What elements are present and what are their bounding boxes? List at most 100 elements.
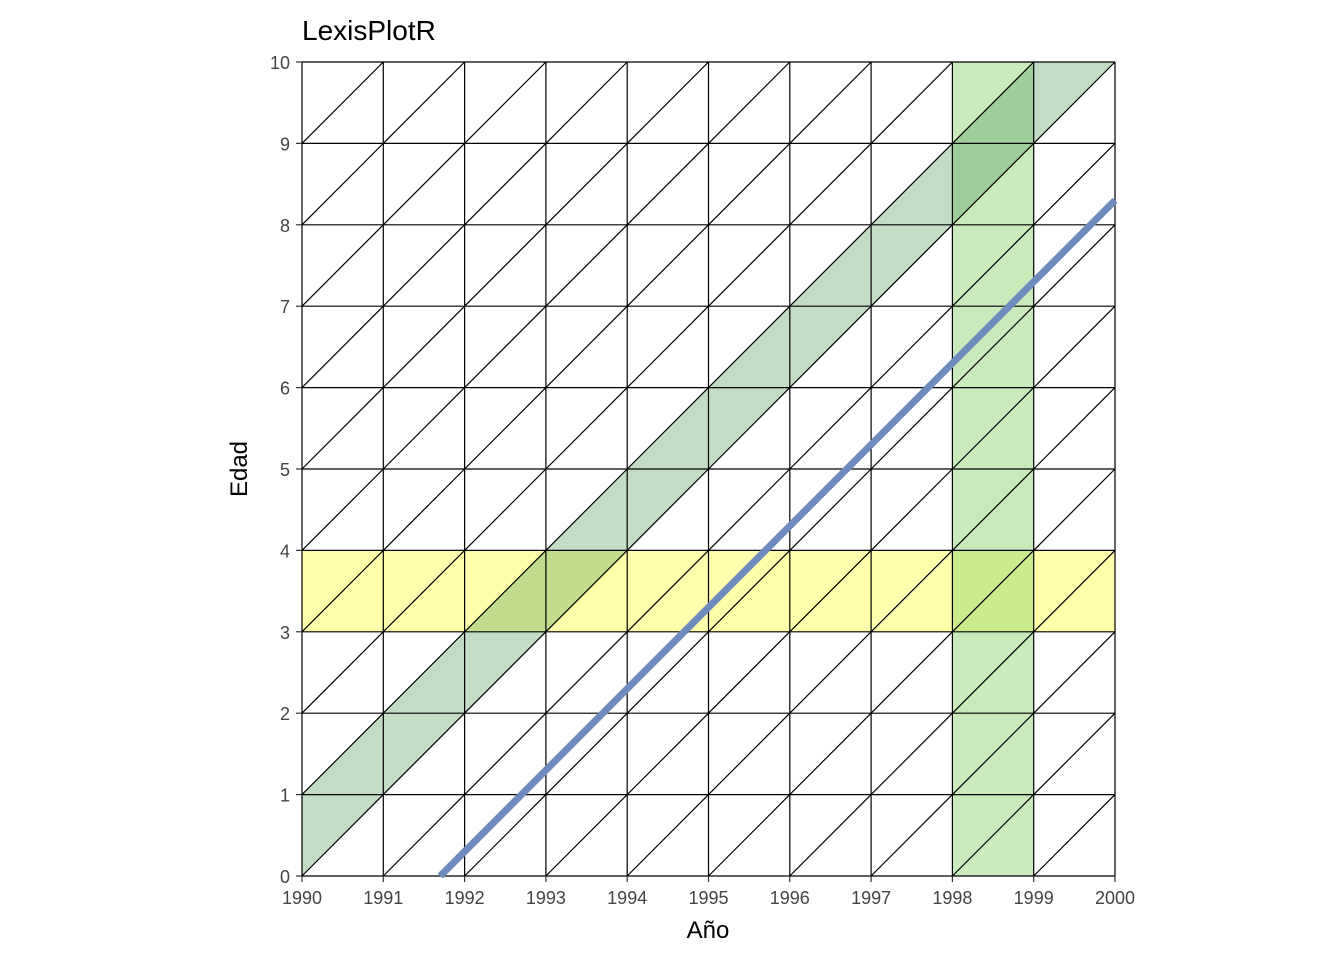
diagonal-line: [708, 549, 791, 633]
diagonal-line: [464, 631, 547, 714]
y-tick-label: 2: [280, 704, 290, 724]
diagonal-line: [1033, 712, 1116, 796]
diagonal-line: [545, 631, 628, 714]
x-tick-label: 1994: [607, 888, 647, 908]
y-tick-label: 3: [280, 623, 290, 643]
y-tick-label: 8: [280, 216, 290, 236]
diagonal-line: [870, 631, 953, 714]
diagonal-line: [301, 549, 384, 633]
diagonal-line: [1033, 387, 1116, 470]
diagonal-line: [382, 549, 466, 633]
lexis-grid: [301, 61, 1116, 877]
diagonal-line: [626, 142, 709, 226]
diagonal-line: [951, 549, 1035, 633]
diagonal-line: [789, 142, 872, 226]
y-tick-label: 5: [280, 460, 290, 480]
diagonal-line: [626, 387, 709, 470]
diagonal-line: [545, 224, 628, 307]
diagonal-line: [789, 712, 872, 796]
diagonal-line: [870, 142, 953, 226]
y-tick-label: 7: [280, 297, 290, 317]
diagonal-line: [301, 631, 384, 714]
y-axis: 0 1 2 3 4 5 6 7 8 9 10: [270, 53, 302, 887]
diagonal-line: [708, 61, 791, 144]
diagonal-line: [626, 61, 709, 144]
diagonal-line: [789, 631, 872, 714]
diagonal-line: [301, 387, 384, 470]
y-tick-label: 6: [280, 379, 290, 399]
chart-title: LexisPlotR: [302, 15, 436, 46]
diagonal-line: [708, 631, 791, 714]
diagonal-line: [789, 794, 872, 877]
diagonal-line: [951, 224, 1035, 307]
diagonal-line: [382, 224, 466, 307]
diagonal-line: [951, 468, 1035, 551]
x-tick-label: 1993: [526, 888, 566, 908]
diagonal-line: [789, 549, 872, 633]
diagonal-line: [708, 794, 791, 877]
diagonal-line: [708, 142, 791, 226]
x-tick-label: 1991: [363, 888, 403, 908]
diagonal-line: [951, 305, 1035, 389]
x-tick-label: 1999: [1014, 888, 1054, 908]
x-tick-label: 1996: [770, 888, 810, 908]
diagonal-line: [626, 468, 709, 551]
diagonal-line: [382, 142, 466, 226]
diagonal-line: [626, 631, 709, 714]
diagonal-line: [464, 142, 547, 226]
diagonal-line: [1033, 549, 1116, 633]
diagonal-line: [708, 224, 791, 307]
diagonal-line: [870, 61, 953, 144]
x-axis-title: Año: [687, 917, 730, 944]
y-tick-label: 10: [270, 53, 290, 73]
x-tick-label: 1995: [688, 888, 728, 908]
diagonal-line: [464, 387, 547, 470]
diagonal-line: [545, 142, 628, 226]
y-axis-title: Edad: [226, 441, 253, 497]
x-axis: 1990 1991 1992 1993 1994 1995 1996 1997 1998 1999…: [282, 876, 1135, 908]
diagonal-line: [382, 631, 466, 714]
diagonal-line: [870, 794, 953, 877]
diagonal-line: [951, 142, 1035, 226]
diagonal-line: [789, 224, 872, 307]
diagonal-line: [626, 305, 709, 389]
diagonal-line: [789, 387, 872, 470]
diagonal-line: [545, 468, 628, 551]
diagonal-line: [545, 305, 628, 389]
diagonal-line: [951, 712, 1035, 796]
diagonal-line: [382, 712, 466, 796]
diagonal-line: [301, 142, 384, 226]
diagonal-line: [708, 387, 791, 470]
diagonal-line: [626, 224, 709, 307]
diagonal-line: [870, 549, 953, 633]
x-tick-label: 2000: [1095, 888, 1135, 908]
x-tick-label: 1998: [932, 888, 972, 908]
diagonal-line: [626, 712, 709, 796]
diagonal-line: [1033, 468, 1116, 551]
diagonal-line: [301, 712, 384, 796]
diagonal-line: [951, 61, 1035, 144]
diagonal-line: [1033, 142, 1116, 226]
diagonal-line: [301, 61, 384, 144]
diagonal-line: [951, 794, 1035, 877]
y-tick-label: 1: [280, 786, 290, 806]
diagonal-line: [545, 712, 628, 796]
diagonal-line: [464, 794, 547, 877]
diagonal-line: [545, 61, 628, 144]
diagonal-line: [870, 712, 953, 796]
diagonal-line: [1033, 631, 1116, 714]
diagonal-line: [870, 468, 953, 551]
diagonal-line: [870, 305, 953, 389]
diagonal-line: [1033, 224, 1116, 307]
diagonal-line: [301, 305, 384, 389]
lifeline: [437, 197, 1118, 879]
diagonal-line: [789, 468, 872, 551]
diagonal-line: [1033, 794, 1116, 877]
diagonal-line: [382, 387, 466, 470]
diagonal-line: [951, 631, 1035, 714]
diagonal-line: [464, 61, 547, 144]
diagonal-line: [789, 305, 872, 389]
diagonal-line: [789, 61, 872, 144]
diagonal-line: [464, 468, 547, 551]
